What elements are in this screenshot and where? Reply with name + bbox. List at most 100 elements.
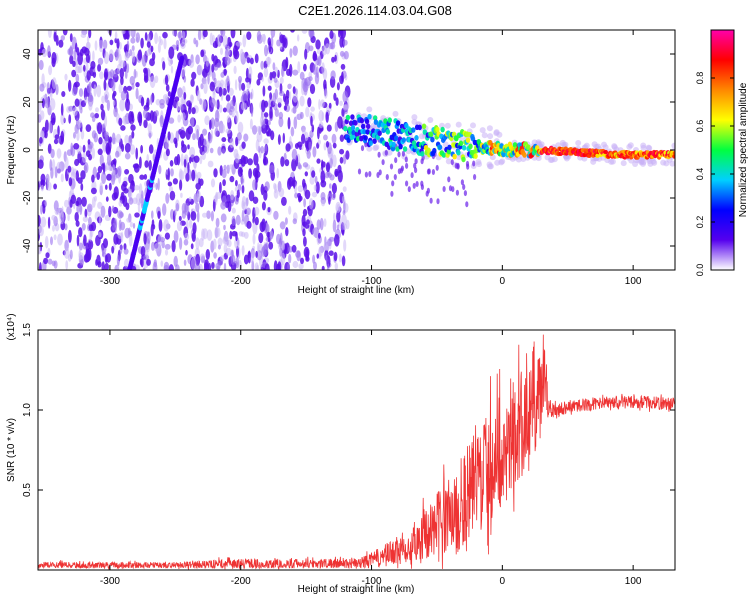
heatmap-noise-cell <box>203 138 208 146</box>
heatmap-noise-cell <box>332 219 337 233</box>
heatmap-noise-cell <box>185 249 188 256</box>
heatmap-track-halo <box>479 127 486 134</box>
heatmap-noise-cell <box>97 122 103 135</box>
heatmap-noise-cell <box>304 189 311 200</box>
heatmap-noise-cell <box>226 101 231 110</box>
snr-series-line <box>38 334 675 570</box>
heatmap-noise-cell <box>168 264 174 270</box>
heatmap-noise-cell <box>204 115 210 126</box>
heatmap-noise-cell <box>51 52 57 64</box>
heatmap-noise-cell <box>163 38 167 50</box>
heatmap-noise-cell <box>328 102 332 109</box>
heatmap-noise-cell <box>213 195 217 203</box>
heatmap-noise-cell <box>71 86 78 96</box>
heatmap-y-tick-label: 40 <box>22 48 33 60</box>
heatmap-noise-cell <box>273 77 278 83</box>
heatmap-noise-cell <box>202 128 208 136</box>
heatmap-noise-cell <box>83 47 90 57</box>
heatmap-track-streak <box>426 168 431 175</box>
colorbar-label: Normalized spectral amplitude <box>738 82 749 217</box>
heatmap-noise-cell <box>123 176 129 183</box>
heatmap-noise-cell <box>241 245 245 256</box>
heatmap-noise-cell <box>100 109 106 121</box>
heatmap-noise-cell <box>97 201 103 209</box>
heatmap-track-halo <box>481 132 488 139</box>
heatmap-track-cell <box>385 129 391 135</box>
heatmap-noise-cell <box>69 33 73 43</box>
heatmap-noise-cell <box>133 185 140 191</box>
heatmap-track-cell <box>465 137 471 143</box>
heatmap-noise-cell <box>108 49 114 62</box>
heatmap-noise-cell <box>298 263 304 270</box>
heatmap-noise-cell <box>223 224 226 231</box>
heatmap-noise-cell <box>104 94 108 103</box>
heatmap-noise-cell <box>321 45 327 56</box>
heatmap-track-halo <box>427 117 434 123</box>
heatmap-noise-cell <box>235 110 239 124</box>
heatmap-noise-cell <box>297 162 301 170</box>
heatmap-noise-cell <box>273 210 279 220</box>
heatmap-noise-cell <box>218 104 223 113</box>
snr-x-tick-label: -200 <box>231 576 251 587</box>
heatmap-noise-cell <box>128 233 133 247</box>
heatmap-noise-cell <box>264 263 270 270</box>
heatmap-noise-cell <box>297 192 302 199</box>
heatmap-noise-cell <box>164 232 170 240</box>
heatmap-noise-cell <box>195 174 199 184</box>
heatmap-noise-cell <box>131 180 135 186</box>
heatmap-noise-cell <box>202 30 208 38</box>
heatmap-noise-cell <box>168 186 174 192</box>
heatmap-noise-cell <box>139 174 145 180</box>
heatmap-noise-cell <box>297 61 301 74</box>
heatmap-noise-cell <box>315 39 321 50</box>
heatmap-noise-cell <box>301 214 306 227</box>
heatmap-noise-cell <box>114 31 118 40</box>
heatmap-noise-cell <box>154 32 159 45</box>
heatmap-noise-cell <box>140 96 145 107</box>
heatmap-noise-cell <box>88 101 93 111</box>
heatmap-noise-cell <box>128 197 134 205</box>
heatmap-noise-cell <box>129 75 135 86</box>
heatmap-noise-cell <box>323 142 327 151</box>
heatmap-noise-cell <box>49 98 56 111</box>
heatmap-noise-cell <box>40 184 44 192</box>
heatmap-noise-cell <box>191 232 196 243</box>
heatmap-noise-cell <box>112 90 117 97</box>
heatmap-noise-cell <box>85 41 91 50</box>
heatmap-noise-cell <box>162 31 168 39</box>
heatmap-noise-cell <box>314 175 318 184</box>
heatmap-noise-cell <box>210 178 216 188</box>
heatmap-noise-cell <box>297 185 304 193</box>
heatmap-noise-cell <box>164 74 169 86</box>
heatmap-noise-cell <box>278 90 285 97</box>
heatmap-noise-cell <box>207 160 214 168</box>
heatmap-noise-cell <box>241 82 246 91</box>
heatmap-noise-cell <box>40 204 43 215</box>
heatmap-noise-cell <box>111 205 115 212</box>
heatmap-noise-cell <box>326 124 332 132</box>
heatmap-noise-cell <box>174 140 178 149</box>
heatmap-x-tick-label: -300 <box>100 276 120 287</box>
heatmap-noise-cell <box>299 71 305 80</box>
heatmap-noise-cell <box>131 50 136 63</box>
heatmap-noise-cell <box>305 249 310 261</box>
heatmap-track-streak <box>450 159 454 166</box>
heatmap-noise-cell <box>256 264 260 270</box>
heatmap-noise-cell <box>168 117 175 124</box>
heatmap-track-halo <box>671 142 675 149</box>
heatmap-noise-cell <box>317 139 321 145</box>
heatmap-track-streak <box>415 181 419 187</box>
heatmap-noise-cell <box>254 216 259 226</box>
heatmap-noise-cell <box>160 38 163 46</box>
heatmap-track-halo <box>544 154 551 161</box>
heatmap-noise-cell <box>262 85 266 97</box>
heatmap-noise-cell <box>94 40 98 51</box>
heatmap-noise-cell <box>206 210 211 219</box>
heatmap-track-cell <box>430 136 435 143</box>
heatmap-noise-cell <box>279 77 284 84</box>
heatmap-noise-cell <box>292 260 299 269</box>
heatmap-noise-cell <box>75 200 80 207</box>
heatmap-noise-cell <box>39 83 45 92</box>
heatmap-noise-cell <box>228 164 235 170</box>
heatmap-noise-cell <box>288 205 292 215</box>
